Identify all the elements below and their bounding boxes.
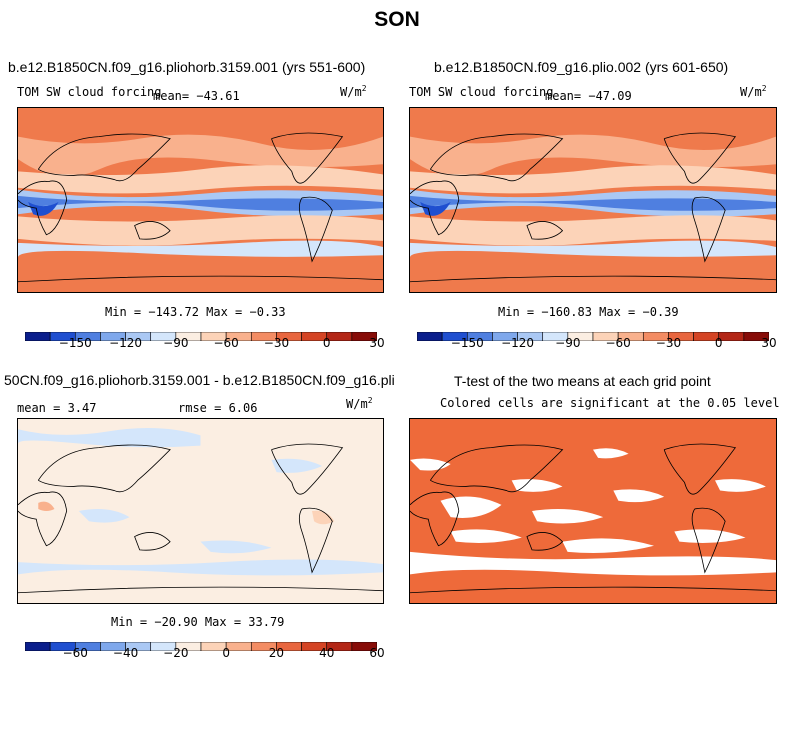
colorbar-tick-label: 30 — [369, 336, 385, 350]
panel1-variable: TOM SW cloud forcing — [17, 85, 162, 99]
panel1-units: W/m2 — [340, 84, 367, 99]
colorbar-tick-label: −90 — [555, 336, 581, 350]
colorbar-tick-label: −20 — [163, 646, 189, 660]
colorbar-tick-label: −150 — [58, 336, 92, 350]
panel2-map — [409, 107, 777, 293]
colorbar-tick-label: −40 — [112, 646, 139, 660]
panel2-mean: mean= −47.09 — [545, 89, 632, 103]
panel3-colorbar — [24, 636, 378, 655]
panel2-variable: TOM SW cloud forcing — [409, 85, 554, 99]
colorbar-tick-label: −120 — [109, 336, 143, 350]
colorbar-tick-label: 20 — [268, 646, 285, 660]
panel3-minmax: Min = −20.90 Max = 33.79 — [111, 615, 285, 629]
colorbar-tick-label: 60 — [369, 646, 385, 660]
colorbar-tick-label: 30 — [761, 336, 777, 350]
panel2-units: W/m2 — [740, 84, 767, 99]
colorbar-tick-label: −120 — [501, 336, 535, 350]
panel4-subtitle: Colored cells are significant at the 0.0… — [440, 396, 780, 410]
colorbar-tick-label: −90 — [163, 336, 189, 350]
panel2-title: b.e12.B1850CN.f09_g16.plio.002 (yrs 601-… — [434, 59, 729, 75]
panel1-colorbar — [24, 326, 378, 345]
figure-title: SON — [374, 8, 420, 31]
colorbar-tick-label: 0 — [714, 336, 723, 350]
panel4-map — [409, 418, 777, 604]
panel3-title: 50CN.f09_g16.pliohorb.3159.001 - b.e12.B… — [4, 372, 394, 388]
colorbar-tick-label: 0 — [222, 646, 230, 660]
colorbar-tick-label: −60 — [213, 336, 239, 350]
panel2-minmax: Min = −160.83 Max = −0.39 — [498, 305, 679, 319]
colorbar-tick-label: −30 — [655, 336, 682, 350]
panel3-colorbar-ticks: −60 −40 −20 0 20 40 60 — [25, 646, 385, 662]
panel1-map — [17, 107, 384, 293]
panel3-units: W/m2 — [346, 396, 373, 411]
colorbar-tick-label: 40 — [319, 646, 335, 660]
colorbar-tick-label: −60 — [62, 646, 88, 660]
colorbar-tick-label: −30 — [263, 336, 290, 350]
panel4-title: T-test of the two means at each grid poi… — [454, 373, 711, 389]
panel1-title: b.e12.B1850CN.f09_g16.pliohorb.3159.001 … — [8, 59, 366, 75]
panel3-map — [17, 418, 384, 604]
panel2-colorbar — [416, 326, 770, 345]
panel1-mean: mean= −43.61 — [153, 89, 240, 103]
colorbar-tick-label: −60 — [605, 336, 631, 350]
colorbar-tick-label: −150 — [450, 336, 484, 350]
panel1-minmax: Min = −143.72 Max = −0.33 — [105, 305, 286, 319]
panel3-rmse: rmse = 6.06 — [178, 401, 258, 415]
panel3-mean: mean = 3.47 — [17, 401, 97, 415]
colorbar-tick-label: 0 — [322, 336, 331, 350]
panel2-colorbar-ticks: −150 −120 −90 −60 −30 0 30 — [417, 336, 777, 352]
panel1-colorbar-ticks: −150 −120 −90 −60 −30 0 30 — [25, 336, 385, 352]
